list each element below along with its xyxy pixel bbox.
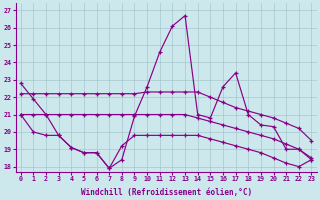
X-axis label: Windchill (Refroidissement éolien,°C): Windchill (Refroidissement éolien,°C) <box>81 188 252 197</box>
